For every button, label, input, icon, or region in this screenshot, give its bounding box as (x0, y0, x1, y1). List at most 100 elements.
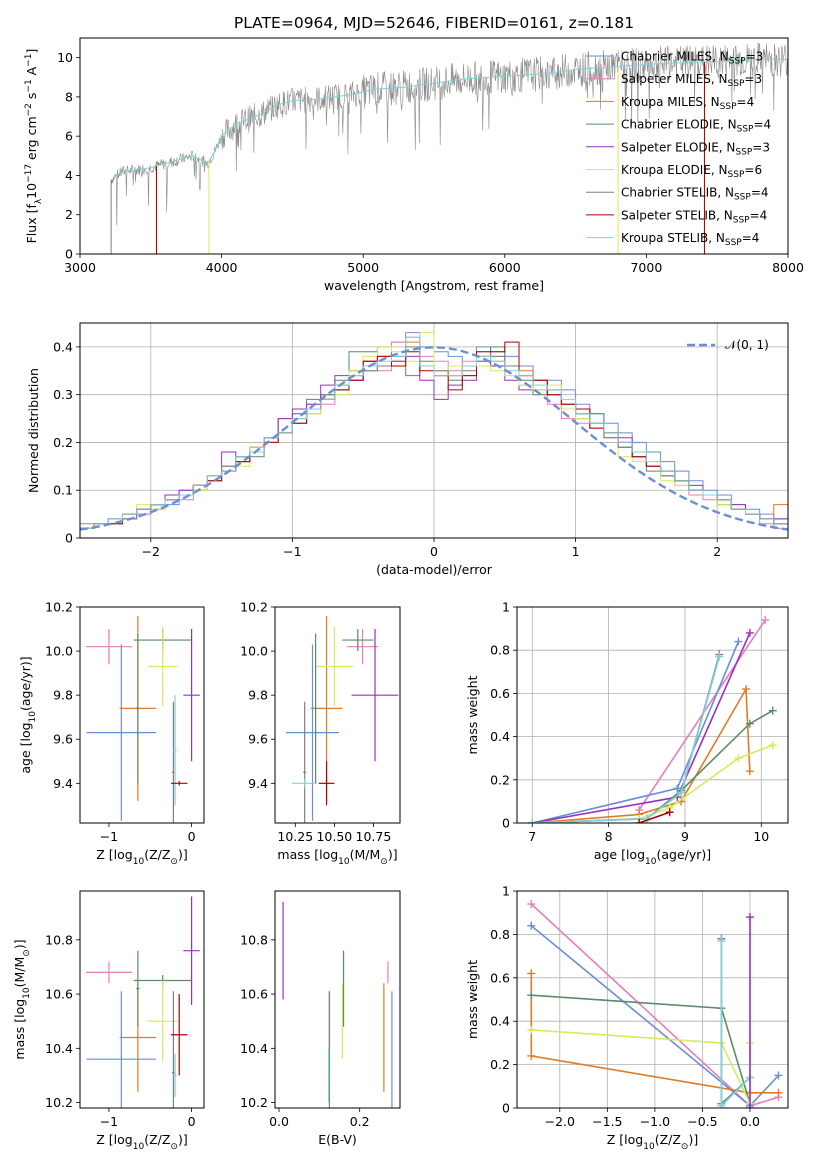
weight-series (530, 973, 779, 1094)
legend-label: Chabrier ELODIE, NSSP=4 (621, 118, 771, 135)
weight-marker (527, 1025, 536, 1034)
weight-marker (734, 754, 743, 763)
weight-marker (768, 741, 777, 750)
weight-marker (527, 991, 536, 1000)
label-subscript: 10 (28, 711, 38, 723)
legend-label: Kroupa MILES, NSSP=4 (621, 95, 754, 112)
plot-area (282, 901, 393, 1108)
x-tick-label: 9 (681, 829, 689, 844)
y-tick-label: 0.2 (490, 772, 510, 787)
axes-frame (274, 606, 401, 824)
y-tick-label: 0.6 (490, 970, 510, 985)
weight-marker (774, 1071, 783, 1080)
legend-label: Salpeter STELIB, NSSP=4 (621, 208, 767, 225)
label-part: mass [log (12, 999, 27, 1060)
y-axis-label: Normed distribution (26, 368, 41, 493)
axes-frame (79, 606, 205, 824)
weight-marker (717, 936, 726, 945)
x-tick-label: 3000 (64, 260, 96, 275)
x-tick-label: −1 (100, 1114, 118, 1129)
weight-marker (745, 628, 754, 637)
age_vs_mass-panel: 10.25 10.50 10.75 9.4 9.6 9.8 10.0 10.2 mass [lo… (240, 600, 401, 867)
y-tick-label: 0.3 (53, 387, 73, 402)
legend-label: Salpeter ELODIE, NSSP=3 (621, 140, 770, 157)
y-tick-label: 10.2 (45, 600, 73, 615)
weight-marker (768, 706, 777, 715)
legend-sub: SSP (737, 125, 754, 135)
label-part: s (24, 93, 39, 104)
x-tick-label: 0.0 (740, 1114, 760, 1129)
weight-marker (745, 913, 754, 922)
label-part: Flux [f (24, 204, 39, 244)
legend-suffix: =4 (737, 95, 755, 109)
weight-marker (745, 719, 754, 728)
label-part: (Z/Z (144, 847, 170, 862)
weight-marker (528, 819, 537, 823)
x-tick-label: −0.5 (687, 1114, 717, 1129)
x-tick-label: 10.75 (356, 829, 392, 844)
legend-text: Kroupa ELODIE, N (621, 163, 728, 177)
y-tick-label: 0.8 (490, 643, 510, 658)
x-tick-label: 2 (713, 544, 721, 559)
legend-sub: SSP (720, 102, 737, 112)
weight_vs_Z-panel: −2.0 −1.5 −1.0 −0.5 0.0 0 0.2 0.4 0.6 0.8 1 Z [log1… (465, 884, 789, 1152)
weight-marker (745, 1104, 754, 1108)
x-tick-label: −2.0 (545, 1114, 575, 1129)
label-subscript: ⊙ (380, 857, 388, 867)
label-part: mass [log (277, 847, 338, 862)
plot-area (528, 615, 777, 823)
x-tick-label: 0 (188, 829, 196, 844)
y-tick-label: 10.6 (45, 987, 73, 1002)
y-tick-label: 10.8 (240, 932, 268, 947)
label-part: (M/M (350, 847, 381, 862)
plot-area (527, 900, 783, 1108)
y-tick-label: 10.2 (240, 1095, 268, 1110)
legend-label: Chabrier MILES, NSSP=3 (621, 50, 763, 67)
label-subscript: 10 (643, 1142, 655, 1152)
legend-suffix: =3 (746, 50, 764, 64)
legend-text: Salpeter STELIB, N (621, 208, 733, 222)
legend-label: 𝒩(0, 1) (725, 338, 769, 352)
x-tick-label: 1 (572, 544, 580, 559)
legend-suffix: =6 (744, 163, 762, 177)
x-tick-label: 10 (753, 829, 769, 844)
y-tick-label: 0 (502, 816, 510, 831)
axes-frame (79, 37, 789, 255)
x-tick-label: 10.25 (277, 829, 313, 844)
legend-text: Chabrier ELODIE, N (621, 118, 737, 132)
y-tick-label: 10.4 (45, 1041, 73, 1056)
y-tick-label: 8 (65, 89, 73, 104)
y-tick-label: 10.8 (45, 932, 73, 947)
label-subscript: ⊙ (170, 1142, 178, 1152)
x-axis-label: Z [log10(Z/Z⊙)] (96, 1132, 187, 1152)
legend-sub: SSP (728, 170, 745, 180)
y-tick-label: 0.1 (53, 483, 73, 498)
weight-marker (527, 921, 536, 930)
label-subscript: 10 (133, 857, 145, 867)
y-tick-label: 0.6 (490, 686, 510, 701)
weight-marker (745, 767, 754, 776)
y-tick-label: 6 (65, 129, 73, 144)
y-tick-label: 9.8 (53, 688, 73, 703)
label-subscript: 10 (645, 857, 657, 867)
axes-frame (516, 606, 789, 824)
weight-marker (527, 900, 536, 909)
y-tick-label: 1 (502, 884, 510, 899)
label-part: )] (388, 847, 398, 862)
y-tick-label: 2 (65, 207, 73, 222)
label-part: )] (12, 939, 27, 949)
y-tick-label: 4 (65, 168, 73, 183)
mass_vs_Z-panel: −1 010.210.410.610.8Z [log10(Z/Z⊙)]mass [… (12, 890, 205, 1152)
weight-marker (715, 652, 724, 661)
label-subscript: −17 (24, 164, 34, 183)
legend-text: Chabrier STELIB, N (621, 186, 734, 200)
y-axis-label: mass weight (465, 960, 480, 1039)
x-tick-label: −1 (283, 544, 301, 559)
legend-suffix: =4 (742, 231, 760, 245)
label-part: (Z/Z (144, 1132, 170, 1147)
y-tick-label: 0.2 (53, 435, 73, 450)
label-part: (age/yr)] (656, 847, 711, 862)
x-tick-label: 4000 (206, 260, 238, 275)
weight-series (532, 710, 774, 823)
